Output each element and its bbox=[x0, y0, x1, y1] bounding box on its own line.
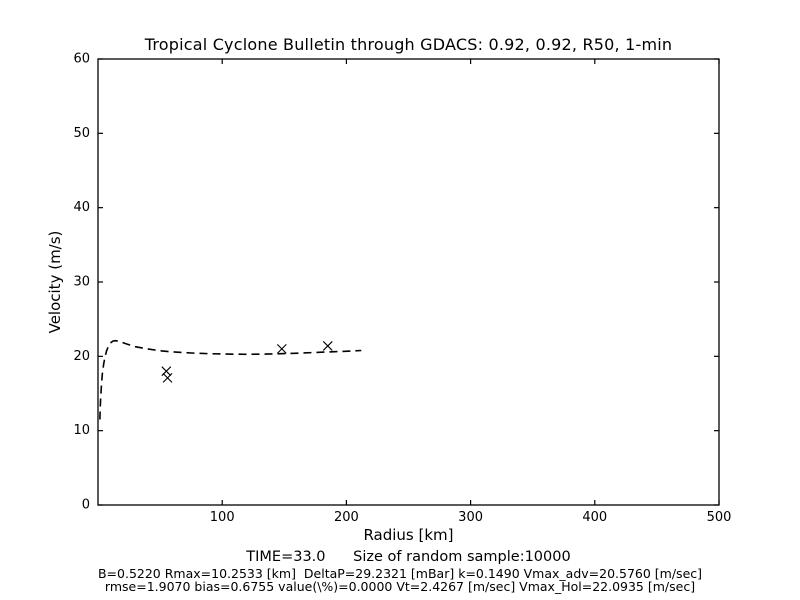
x-tick-label: 100 bbox=[210, 510, 235, 525]
footer-params-line1: B=0.5220 Rmax=10.2533 [km] DeltaP=29.232… bbox=[97, 566, 703, 581]
x-tick-label: 500 bbox=[707, 510, 732, 525]
y-axis-label: Velocity (m/s) bbox=[46, 230, 64, 334]
x-tick-label: 200 bbox=[334, 510, 359, 525]
x-tick-label: 300 bbox=[458, 510, 483, 525]
y-tick-label: 50 bbox=[73, 126, 90, 141]
x-tick-label: 400 bbox=[582, 510, 607, 525]
wind-profile-curve bbox=[99, 339, 362, 420]
observation-marker bbox=[161, 366, 172, 377]
y-tick-label: 40 bbox=[73, 200, 90, 215]
observation-marker bbox=[276, 344, 287, 354]
observation-marker bbox=[162, 373, 173, 383]
footer-params-line2: rmse=1.9070 bias=0.6755 value(\%)=0.0000… bbox=[104, 579, 696, 594]
y-tick-label: 30 bbox=[73, 275, 90, 290]
y-tick-label: 10 bbox=[73, 423, 90, 438]
plot-frame bbox=[97, 58, 720, 506]
footer-time-line: TIME=33.0 Size of random sample:10000 bbox=[246, 549, 571, 565]
y-tick-label: 0 bbox=[82, 498, 90, 513]
chart-title: Tropical Cyclone Bulletin through GDACS:… bbox=[144, 35, 673, 54]
x-axis-label: Radius [km] bbox=[363, 526, 454, 544]
y-tick-label: 60 bbox=[73, 52, 90, 67]
observation-marker bbox=[322, 341, 333, 351]
y-tick-label: 20 bbox=[73, 349, 90, 364]
